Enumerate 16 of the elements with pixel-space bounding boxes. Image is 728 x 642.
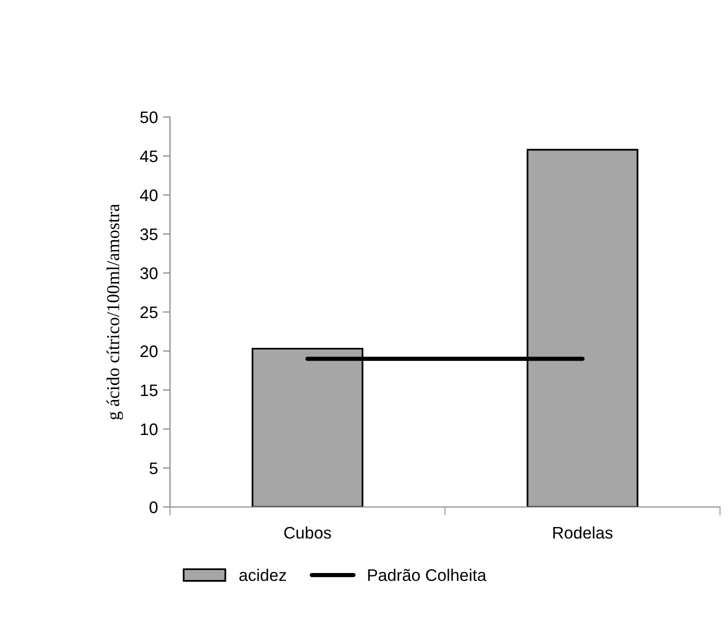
y-tick-label: 50 <box>140 111 158 124</box>
y-tick-label: 30 <box>140 267 158 280</box>
y-tick-label: 35 <box>140 228 158 240</box>
y-axis-title: g ácido cítrico/100ml/amostra <box>106 204 123 420</box>
y-tick-label: 15 <box>140 384 158 396</box>
y-tick-label: 0 <box>150 501 158 514</box>
x-tick-label: Rodelas <box>553 526 612 539</box>
y-tick-label: 20 <box>140 345 158 358</box>
y-tick-label: 40 <box>140 189 158 202</box>
legend-label: acidez <box>239 568 286 582</box>
y-tick-label: 5 <box>150 462 158 474</box>
x-tick-label: Cubos <box>284 526 331 539</box>
y-tick-label: 10 <box>140 423 158 436</box>
legend-label: Padrão Colheita <box>368 568 486 582</box>
y-tick-label: 45 <box>140 150 158 162</box>
y-tick-label: 25 <box>140 306 158 318</box>
